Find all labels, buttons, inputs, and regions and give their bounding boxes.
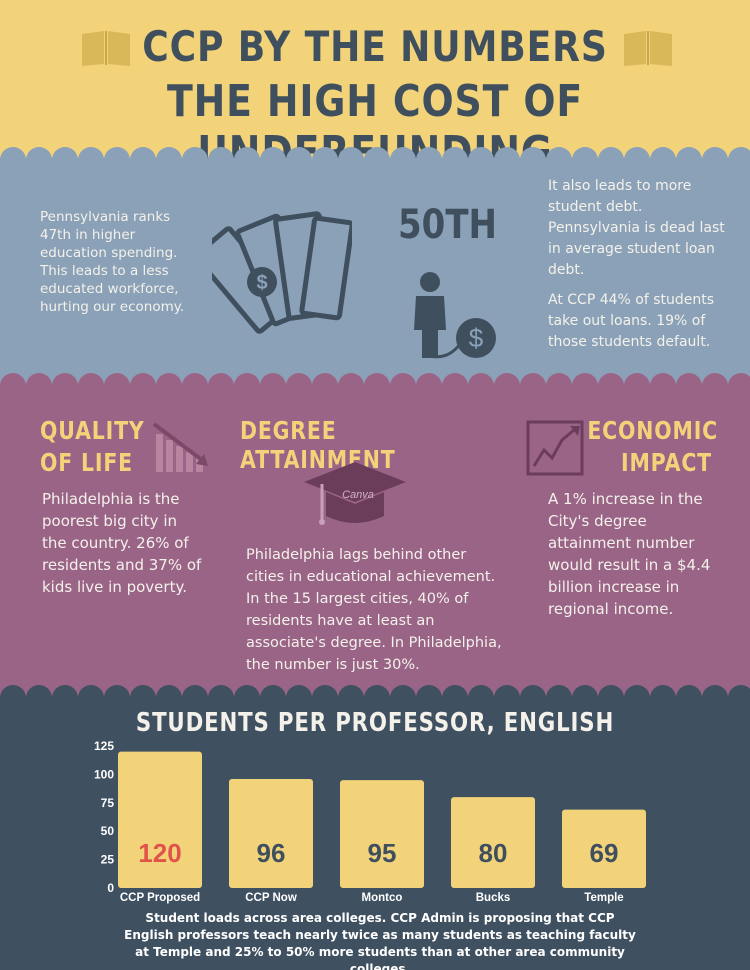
- declining-chart-icon: [152, 422, 208, 472]
- spending-left-text: Pennsylvania ranks 47th in higher educat…: [40, 209, 185, 315]
- impact-section: QUALITY OF LIFE Philadelphia is the poor…: [0, 373, 750, 698]
- scallop-border: [0, 147, 750, 172]
- y-tick-label: 125: [94, 739, 114, 753]
- spending-right-text-2: At CCP 44% of students take out loans. 1…: [548, 292, 715, 350]
- x-tick-label: CCP Proposed: [120, 892, 200, 904]
- bar-value-label: 96: [257, 838, 286, 868]
- svg-text:$: $: [256, 272, 267, 294]
- quality-text: Philadelphia is the poorest big city in …: [42, 490, 202, 596]
- cap-label: Canva: [342, 489, 374, 501]
- chart-bar: [229, 778, 313, 888]
- y-tick-label: 25: [101, 853, 115, 867]
- x-tick-label: Bucks: [476, 892, 511, 904]
- chart-bar: [340, 780, 424, 888]
- scallop-border: [0, 373, 750, 398]
- x-tick-label: Montco: [362, 892, 403, 904]
- header: CCP BY THE NUMBERS THE HIGH COST OF UNDE…: [0, 0, 750, 178]
- chart-title: STUDENTS PER PROFESSOR, ENGLISH: [135, 708, 615, 738]
- economic-heading-line2: IMPACT: [621, 448, 712, 477]
- quality-heading: QUALITY: [40, 416, 145, 445]
- bar-value-label: 80: [479, 838, 508, 868]
- chart-section: STUDENTS PER PROFESSOR, ENGLISH 0 25 50 75 1…: [0, 685, 750, 970]
- scallop-border: [0, 685, 750, 710]
- degree-text: Philadelphia lags behind other cities in…: [246, 547, 502, 673]
- economic-text: A 1% increase in the City's degree attai…: [548, 490, 711, 618]
- bar-value-label: 120: [138, 838, 181, 868]
- rising-chart-icon: [526, 420, 584, 476]
- state-rank: 50TH: [398, 202, 497, 248]
- chart-caption: Student loads across area colleges. CCP …: [124, 911, 636, 970]
- book-icon: [624, 31, 672, 66]
- graduation-cap-icon: Canva: [304, 462, 406, 525]
- x-tick-label: Temple: [584, 892, 623, 904]
- x-tick-label: CCP Now: [245, 892, 297, 904]
- svg-text:$: $: [469, 323, 484, 353]
- y-tick-label: 50: [101, 824, 115, 838]
- y-tick-label: 0: [107, 881, 114, 895]
- bar-value-label: 69: [590, 838, 619, 868]
- money-stack-icon: $: [212, 211, 352, 334]
- y-tick-label: 75: [101, 796, 115, 810]
- student-debt-icon: $: [414, 272, 496, 359]
- page-title: CCP BY THE NUMBERS: [142, 22, 608, 71]
- chart-bar: [118, 751, 202, 888]
- y-tick-label: 100: [94, 767, 114, 781]
- spending-section: Pennsylvania ranks 47th in higher educat…: [0, 147, 750, 386]
- bar-chart: 0 25 50 75 100 125 120 CCP Proposed 96 CCP Now 95…: [94, 739, 646, 904]
- economic-heading: ECONOMIC: [587, 416, 719, 445]
- chart-bar: [562, 809, 646, 888]
- chart-bar: [451, 797, 535, 888]
- book-icon: [82, 31, 130, 66]
- spending-right-text-1: It also leads to more student debt. Penn…: [548, 178, 725, 278]
- bar-value-label: 95: [368, 838, 397, 868]
- quality-heading-line2: OF LIFE: [40, 448, 134, 477]
